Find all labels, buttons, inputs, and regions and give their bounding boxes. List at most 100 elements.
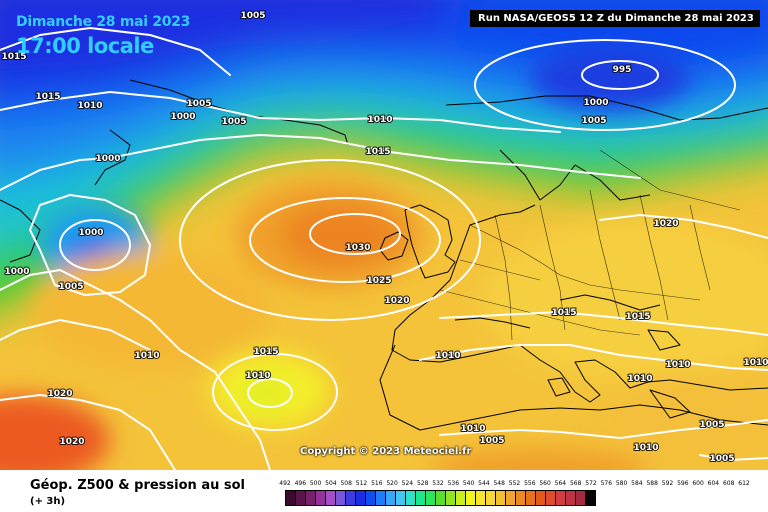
scale-value: 500: [309, 480, 322, 487]
scale-value: 552: [508, 480, 521, 487]
isobar-label: 1005: [240, 11, 265, 21]
scale-value: 516: [371, 480, 383, 487]
isobar-label: 1020: [384, 296, 409, 306]
scale-swatch: [586, 491, 595, 505]
isobar-label: 1020: [653, 219, 678, 229]
isobar-labels: 1005 1015 1015 1010 1005 1000 1005 1010 1015 1000…: [0, 10, 768, 465]
geopotential-field: [0, 0, 768, 470]
scale-swatch: [346, 491, 356, 505]
isobar-lines: [0, 27, 768, 470]
scale-swatch: [296, 491, 306, 505]
scale-swatch: [446, 491, 456, 505]
scale-swatch: [476, 491, 486, 505]
scale-value: 592: [661, 480, 674, 487]
borders: [439, 149, 741, 341]
scale-value: 556: [524, 480, 536, 487]
isobar-label: 1005: [479, 436, 504, 446]
isobar-label: 1015: [365, 147, 390, 157]
scale-value: 568: [569, 480, 582, 487]
isobar-label: 995: [613, 65, 632, 75]
scale-swatch: [426, 491, 436, 505]
scale-value: 596: [677, 480, 689, 487]
isobar-label: 1025: [366, 276, 391, 286]
scale-swatch: [536, 491, 546, 505]
scale-value: 496: [294, 480, 307, 487]
scale-value: 520: [386, 480, 398, 487]
isobar-label: 1020: [59, 437, 84, 447]
scale-value: 548: [493, 480, 505, 487]
scale-swatch: [466, 491, 476, 505]
scale-swatch: [556, 491, 566, 505]
scale-value: 576: [600, 480, 613, 487]
scale-swatch: [376, 491, 386, 505]
scale-value: 532: [432, 480, 444, 487]
scale-swatch: [306, 491, 316, 505]
scale-swatch: [546, 491, 556, 505]
scale-value: 608: [722, 480, 735, 487]
isobar-label: 1010: [435, 351, 460, 361]
scale-value: 504: [325, 480, 337, 487]
legend-title: Géop. Z500 & pression au sol: [30, 478, 245, 493]
scale-value: 508: [340, 480, 352, 487]
scale-value: 524: [401, 480, 414, 487]
legend-subtitle: (+ 3h): [30, 496, 66, 507]
scale-swatch: [416, 491, 426, 505]
scale-swatch: [516, 491, 526, 505]
isobar-label: 1010: [743, 358, 768, 368]
legend-panel: Géop. Z500 & pression au sol (+ 3h) 492 4…: [0, 470, 768, 512]
scale-value: 580: [615, 480, 628, 487]
isobar-label: 1000: [4, 267, 29, 277]
scale-value: 536: [447, 480, 460, 487]
color-scale: [285, 490, 596, 506]
isobar-label: 1005: [186, 99, 211, 109]
scale-swatch: [386, 491, 396, 505]
isobar-label: 1010: [134, 351, 159, 361]
scale-value: 604: [707, 480, 720, 487]
scale-swatch: [366, 491, 376, 505]
scale-swatch: [496, 491, 506, 505]
isobar-label: 1010: [77, 101, 102, 111]
forecast-date: Dimanche 28 mai 2023: [16, 14, 191, 30]
isobar-label: 1015: [35, 92, 60, 102]
scale-swatch: [436, 491, 446, 505]
scale-value: 564: [554, 480, 567, 487]
isobar-label: 1010: [633, 443, 658, 453]
scale-swatch: [316, 491, 326, 505]
copyright-notice: Copyright © 2023 Meteociel.fr: [300, 446, 472, 457]
isobar-label: 1015: [1, 52, 26, 62]
map-canvas: 1005 1015 1015 1010 1005 1000 1005 1010 1015 1000…: [0, 0, 768, 470]
scale-value: 528: [416, 480, 429, 487]
isobar-label: 1015: [551, 308, 576, 318]
scale-swatch: [456, 491, 466, 505]
scale-swatch: [526, 491, 536, 505]
scale-value: 540: [462, 480, 475, 487]
isobar-label: 1005: [699, 420, 724, 430]
scale-value: 600: [692, 480, 704, 487]
scale-swatch: [486, 491, 496, 505]
scale-swatch: [406, 491, 416, 505]
scale-value: 544: [478, 480, 490, 487]
isobar-label: 1000: [78, 228, 103, 238]
scale-value: 612: [738, 480, 750, 487]
scale-value: 560: [539, 480, 551, 487]
isobar-label: 1010: [367, 115, 392, 125]
isobar-label: 1015: [625, 312, 650, 322]
isobar-label: 1020: [47, 389, 72, 399]
scale-swatch: [396, 491, 406, 505]
model-run-label: Run NASA/GEOS5 12 Z du Dimanche 28 mai 2…: [470, 10, 760, 27]
isobar-label: 1005: [58, 282, 83, 292]
scale-value: 584: [631, 480, 643, 487]
scale-value: 492: [279, 480, 291, 487]
isobar-label: 1000: [583, 98, 608, 108]
scale-swatch: [326, 491, 336, 505]
isobar-label: 1010: [460, 424, 485, 434]
scale-value: 572: [585, 480, 597, 487]
scale-swatch: [356, 491, 366, 505]
scale-swatch: [506, 491, 516, 505]
scale-swatch: [336, 491, 346, 505]
isobar-label: 1010: [245, 371, 270, 381]
scale-swatch: [576, 491, 586, 505]
isobar-label: 1000: [95, 154, 120, 164]
scale-value: 588: [646, 480, 658, 487]
